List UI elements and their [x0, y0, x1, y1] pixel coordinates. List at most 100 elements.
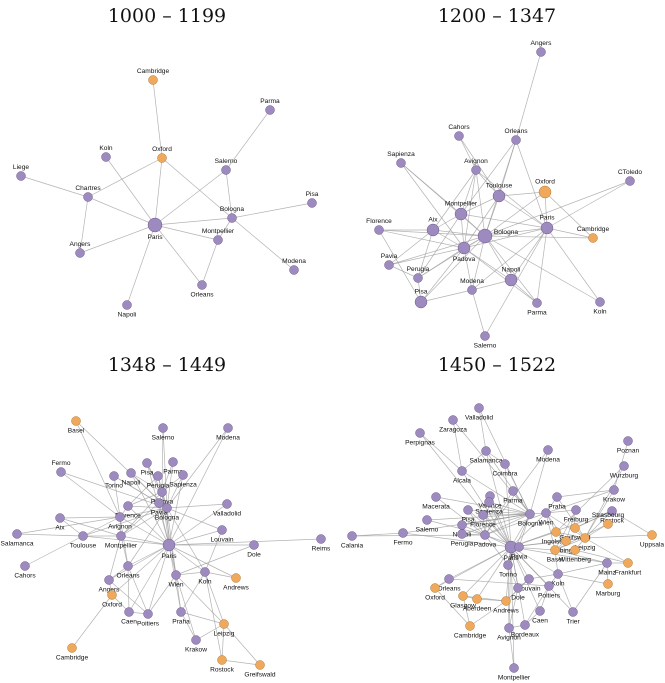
node-praha: [176, 607, 186, 617]
edge-bologna-orleans: [127, 507, 168, 567]
panel-1450-1522: 1450 – 1522 Valladolid Zaragoza Perpignas P…: [341, 354, 665, 682]
node-toulouse: [492, 189, 506, 203]
node-torino: [109, 471, 119, 481]
edge-padova-torino: [484, 534, 509, 566]
edge-sapienza-bologna: [166, 474, 184, 509]
node-label-uppsala: Uppsala: [640, 542, 665, 549]
node-label-modena: Modena: [282, 258, 306, 265]
node-layer: Cambridge Parma Koln Oxford Salerno Liege Char…: [13, 68, 319, 319]
node-label-fermo: Fermo: [393, 540, 412, 547]
node-frankfurt: [623, 558, 633, 568]
edge-coimbra-bologna: [504, 463, 531, 515]
node-macerata: [431, 492, 441, 502]
node-bordeaux: [520, 620, 530, 630]
edge-wien-basel: [545, 512, 556, 551]
node-salerno: [422, 515, 432, 525]
node-label-trier: Trier: [566, 619, 580, 626]
node-label-sapienza: Sapienza: [475, 509, 503, 516]
edge-oxford-bologna: [484, 191, 546, 237]
node-ingolstadt: [551, 527, 561, 537]
edge-bologna-parma: [484, 235, 538, 304]
edge-salerno-parma: [225, 109, 271, 171]
node-label-basel: Basel: [547, 557, 564, 564]
node-andrews: [501, 596, 511, 606]
edge-wien-koln: [175, 571, 206, 576]
node-cahors: [20, 561, 30, 571]
edge-louvain-paris: [168, 529, 223, 546]
node-label-pavia: Pavia: [381, 253, 398, 260]
node-angers: [75, 248, 85, 258]
node-label-cahors: Cahors: [14, 573, 36, 580]
node-label-orleans: Orleans: [504, 128, 528, 135]
node-freiburg: [571, 505, 581, 515]
edge-torino-avignon: [113, 475, 121, 518]
edge-florence-paris: [127, 505, 170, 546]
edge-oxford-cambridge: [71, 594, 113, 649]
edge-parma-bologna: [512, 490, 531, 515]
edge-freiburg-wien: [545, 509, 577, 514]
node-padova: [480, 530, 490, 540]
node-label-angers: Angers: [70, 241, 92, 248]
node-napoli: [457, 520, 467, 530]
edge-layer: [16, 420, 322, 666]
edge-avignon-bologna: [475, 169, 486, 237]
node-label-koln: Koln: [99, 145, 113, 152]
node-salamanca: [12, 529, 22, 539]
edge-paris-koln: [546, 227, 601, 303]
node-dole: [513, 583, 523, 593]
edge-orleans-montpellier: [460, 139, 517, 215]
edge-salamanca-paris: [485, 450, 512, 548]
node-layer: Valladolid Zaragoza Perpignas Poznan Salaman…: [341, 403, 665, 682]
node-label-cambridge: Cambridge: [454, 633, 487, 640]
node-krakow: [609, 485, 619, 495]
node-montpellier: [116, 531, 126, 541]
node-basel: [550, 545, 560, 555]
node-layer: Angers Cahors Orleans Sapienza Avignon Montpe…: [366, 40, 642, 350]
edge-rostock-leipzig: [584, 510, 613, 539]
edge-salerno-bologna: [225, 169, 233, 219]
edge-louvain-koln: [204, 529, 223, 573]
node-angers: [104, 575, 114, 585]
edge-orleans-poitiers: [127, 565, 149, 615]
edge-aberdeen-andrews: [476, 598, 507, 602]
edge-praha-krakow: [180, 611, 197, 641]
node-sapienza: [396, 158, 406, 168]
node-label-oxford: Oxford: [102, 602, 122, 609]
node-label-bologna: Bologna: [155, 515, 180, 522]
node-parma: [508, 486, 518, 496]
node-modena: [543, 445, 553, 455]
node-wurzburg: [619, 461, 629, 471]
edge-krakow-praha: [556, 489, 615, 498]
node-pisa: [414, 295, 428, 309]
node-salerno: [480, 331, 490, 341]
edge-poitiers-bordeaux: [524, 585, 550, 626]
node-sapienza: [178, 470, 188, 480]
node-chartres: [83, 192, 93, 202]
edge-aix-pavia: [388, 229, 434, 266]
edge-alcala-bologna: [461, 470, 531, 515]
node-wien: [541, 508, 551, 518]
node-pisa: [463, 505, 473, 515]
edge-pavia-montpellier: [120, 502, 160, 537]
edge-calania-fermo: [351, 532, 404, 537]
node-label-perugia: Perugia: [451, 541, 474, 548]
node-label-sapienza: Sapienza: [387, 151, 415, 158]
node-salerno: [221, 165, 231, 175]
edge-leipzig-krakow: [195, 623, 225, 641]
panel-1348-1449: 1348 – 1449 Basel Salerno Modena Pisa Parma T…: [1, 354, 332, 679]
edge-toulouse-paris: [498, 195, 548, 229]
panel-title: 1000 – 1199: [108, 5, 226, 27]
edge-paris-avignon: [508, 546, 512, 629]
edge-paris-orleans: [127, 544, 170, 567]
node-label-torino: Torino: [499, 572, 517, 579]
node-montpellier: [454, 207, 468, 221]
node-label-sapienza: Sapienza: [169, 482, 197, 489]
node-label-leipzig: Leipzig: [575, 545, 596, 552]
edge-paris-napoli: [510, 227, 548, 281]
edge-napoli-paris: [130, 472, 170, 546]
panel-title: 1450 – 1522: [438, 354, 556, 376]
edge-avignon-orleans: [119, 516, 129, 567]
edge-koln-praha: [180, 571, 206, 613]
edge-modena-pisa: [420, 289, 473, 303]
